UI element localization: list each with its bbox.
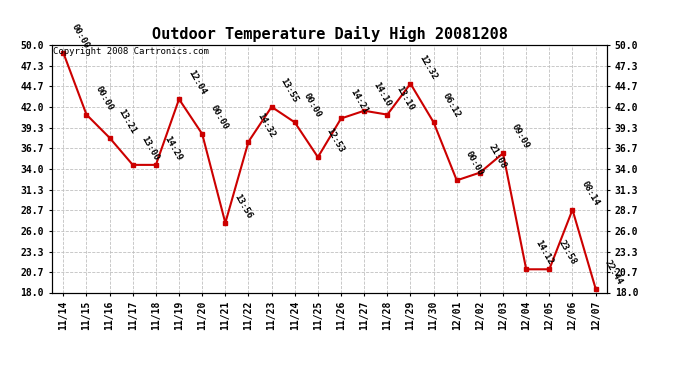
Text: 14:32: 14:32 <box>255 111 277 139</box>
Text: 12:04: 12:04 <box>186 69 207 96</box>
Text: 08:14: 08:14 <box>580 179 601 207</box>
Text: 14:12: 14:12 <box>533 239 554 267</box>
Text: 12:32: 12:32 <box>417 53 439 81</box>
Text: 21:08: 21:08 <box>487 142 508 170</box>
Text: 13:10: 13:10 <box>394 84 415 112</box>
Text: 22:44: 22:44 <box>602 258 624 286</box>
Text: 00:00: 00:00 <box>209 104 230 131</box>
Text: 00:00: 00:00 <box>93 84 115 112</box>
Text: 09:09: 09:09 <box>510 123 531 150</box>
Text: 06:12: 06:12 <box>441 92 462 120</box>
Text: 14:29: 14:29 <box>163 134 184 162</box>
Text: 23:58: 23:58 <box>556 239 578 267</box>
Text: 12:53: 12:53 <box>325 127 346 154</box>
Text: 13:00: 13:00 <box>139 134 161 162</box>
Text: 00:00: 00:00 <box>302 92 323 120</box>
Text: 14:21: 14:21 <box>348 88 369 116</box>
Title: Outdoor Temperature Daily High 20081208: Outdoor Temperature Daily High 20081208 <box>152 27 507 42</box>
Text: 00:00: 00:00 <box>70 22 92 50</box>
Text: 13:21: 13:21 <box>117 107 138 135</box>
Text: 13:55: 13:55 <box>279 76 299 104</box>
Text: 14:10: 14:10 <box>371 80 393 108</box>
Text: 13:56: 13:56 <box>233 192 253 220</box>
Text: Copyright 2008 Cartronics.com: Copyright 2008 Cartronics.com <box>53 48 209 57</box>
Text: 00:00: 00:00 <box>464 150 485 178</box>
